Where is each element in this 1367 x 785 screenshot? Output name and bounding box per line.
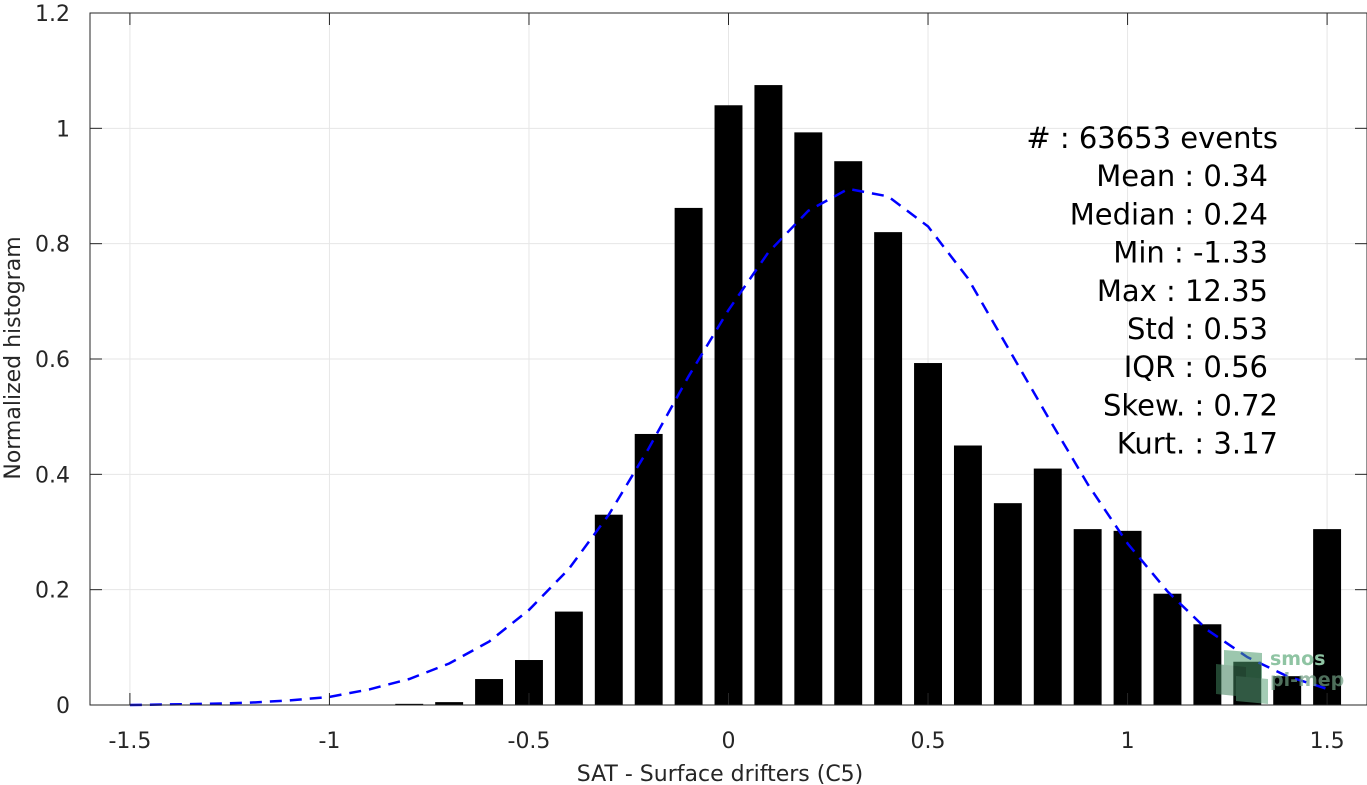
stat-skew: Skew. : 0.72 xyxy=(1103,388,1278,422)
stat-iqr: IQR : 0.56 xyxy=(1124,350,1268,384)
watermark-line-2: pi-mep xyxy=(1270,669,1344,691)
histogram-bar xyxy=(1073,529,1102,705)
y-tick-label: 1.2 xyxy=(35,2,70,27)
histogram-bar xyxy=(594,514,623,705)
histogram-bar xyxy=(1153,593,1182,705)
cube-icon xyxy=(1216,650,1268,704)
histogram-bar xyxy=(435,702,464,705)
x-tick-label: -1 xyxy=(318,729,340,754)
x-tick-label: 1.5 xyxy=(1310,729,1345,754)
x-tick-label: -0.5 xyxy=(508,729,551,754)
histogram-bar xyxy=(754,85,783,706)
fit-curve-group xyxy=(129,187,1328,707)
y-axis-title: Normalized histogram xyxy=(1,236,26,479)
watermark-line-1: smos xyxy=(1270,648,1325,670)
y-tick-label: 0.8 xyxy=(35,233,70,258)
histogram-bar xyxy=(714,105,743,706)
y-tick-label: 0 xyxy=(56,694,70,719)
x-axis-title: SAT - Surface drifters (C5) xyxy=(577,762,864,785)
stat-kurt: Kurt. : 3.17 xyxy=(1117,427,1278,461)
histogram-bar xyxy=(914,363,942,705)
histogram-bar xyxy=(834,161,863,705)
stat-median: Median : 0.24 xyxy=(1070,197,1268,231)
watermark-logo: smos pi-mep xyxy=(1216,648,1344,704)
histogram-bar xyxy=(794,132,823,705)
histogram-bar xyxy=(1313,529,1342,705)
stat-std: Std : 0.53 xyxy=(1127,312,1268,346)
x-axis-ticks: -1.5 -1 -0.5 0 0.5 1 1.5 xyxy=(108,13,1345,754)
y-tick-label: 0.6 xyxy=(35,348,70,373)
histogram-bar xyxy=(554,611,583,705)
y-tick-label: 1 xyxy=(56,117,70,142)
stat-min: Min : -1.33 xyxy=(1113,236,1268,270)
x-tick-label: 0.5 xyxy=(911,729,946,754)
histogram-bar xyxy=(634,433,663,705)
histogram-bar xyxy=(395,703,424,705)
histogram-bar xyxy=(993,503,1022,705)
histogram-bar xyxy=(953,445,982,705)
y-axis-ticks: 0 0.2 0.4 0.6 0.8 1 1.2 xyxy=(35,2,1367,719)
stat-mean: Mean : 0.34 xyxy=(1096,159,1268,193)
stat-max: Max : 12.35 xyxy=(1097,274,1268,308)
histogram-bar xyxy=(674,207,703,705)
x-tick-label: -1.5 xyxy=(108,729,151,754)
x-tick-label: 1 xyxy=(1121,729,1135,754)
histogram-bar xyxy=(475,679,504,705)
statistics-box: # : 63653 events Mean : 0.34 Median : 0.24… xyxy=(1026,121,1278,461)
y-tick-label: 0.2 xyxy=(35,579,70,604)
histogram-bars xyxy=(395,85,1342,706)
gaussian-fit-curve xyxy=(129,187,1328,707)
histogram-bar xyxy=(874,232,903,705)
histogram-bar xyxy=(1273,676,1302,705)
stat-events: # : 63653 events xyxy=(1026,121,1278,155)
y-tick-label: 0.4 xyxy=(35,463,70,488)
histogram-bar xyxy=(1033,468,1062,705)
histogram-bar xyxy=(1113,530,1142,705)
x-tick-label: 0 xyxy=(722,729,736,754)
